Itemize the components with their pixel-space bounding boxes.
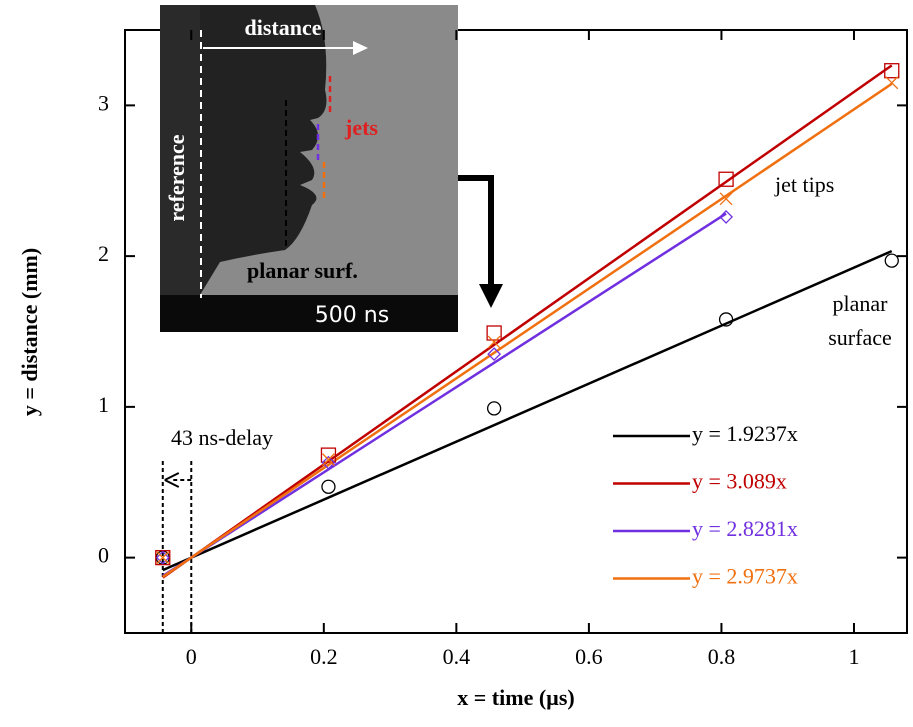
point xyxy=(884,63,900,79)
x-tick-label: 0.2 xyxy=(310,644,338,669)
planar-label: surface xyxy=(828,325,892,350)
legend-label: y = 2.9737x xyxy=(692,564,798,589)
point xyxy=(487,347,502,362)
delay-arrowhead xyxy=(164,472,180,488)
inset-planar: planar surf. xyxy=(247,258,358,283)
x-tick-label: 0.8 xyxy=(708,644,736,669)
inset-blob xyxy=(200,5,327,295)
plot-frame xyxy=(124,29,908,634)
fit-line xyxy=(162,64,893,579)
point xyxy=(321,455,336,470)
jet-tips-label: jet tips xyxy=(774,172,834,197)
point xyxy=(718,312,734,327)
point xyxy=(718,171,734,187)
inset-bar xyxy=(160,295,458,332)
point xyxy=(155,550,170,565)
point xyxy=(719,210,733,224)
inset-reference: reference xyxy=(164,134,189,221)
fit-line xyxy=(162,82,893,578)
y-axis-label: y = distance (mm) xyxy=(17,248,42,416)
point xyxy=(487,335,501,349)
y-tick-label: 0 xyxy=(98,543,109,568)
callout-arrowhead xyxy=(479,284,503,308)
inset-jets: jets xyxy=(344,115,378,140)
point xyxy=(486,325,502,341)
inset-time: 500 ns xyxy=(315,303,389,328)
y-tick-label: 3 xyxy=(98,90,109,115)
point xyxy=(320,447,337,463)
planar-label: planar xyxy=(833,291,889,316)
x-tick-label: 0.6 xyxy=(575,644,603,669)
point xyxy=(719,192,733,206)
point xyxy=(156,551,170,565)
y-tick-label: 2 xyxy=(98,241,109,266)
x-axis-label: x = time (µs) xyxy=(457,685,574,710)
point xyxy=(885,76,899,90)
inset-distance: distance xyxy=(245,15,322,40)
legend-label: y = 2.8281x xyxy=(692,516,798,541)
point xyxy=(321,453,335,467)
y-tick-label: 1 xyxy=(98,392,109,417)
inset: distance reference jets planar surf. 500… xyxy=(160,5,458,332)
fit-line xyxy=(162,249,893,572)
point xyxy=(321,479,336,494)
legend-label: y = 1.9237x xyxy=(692,421,798,446)
x-tick-label: 0 xyxy=(186,644,197,669)
point xyxy=(486,401,502,416)
x-tick-label: 1 xyxy=(848,644,859,669)
inset-reference-band xyxy=(160,5,200,295)
inset-arrowhead xyxy=(353,41,368,55)
legend-label: y = 3.089x xyxy=(692,469,787,494)
point xyxy=(155,549,171,566)
x-tick-label: 0.4 xyxy=(443,644,471,669)
callout-arrow xyxy=(458,175,494,288)
fit-line xyxy=(162,212,727,578)
point xyxy=(884,253,899,268)
delay-label: 43 ns-delay xyxy=(171,425,273,450)
